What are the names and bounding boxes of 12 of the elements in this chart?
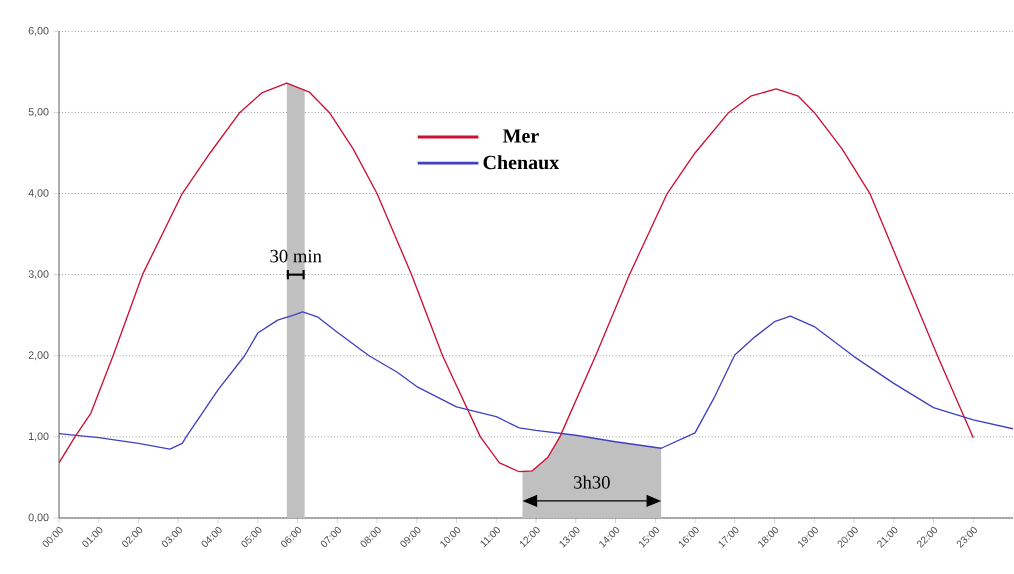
y-tick-label: 4,00	[28, 189, 49, 198]
annotation: 3h30	[574, 475, 610, 489]
y-tick-label: 5,00	[28, 108, 49, 117]
annotation: 30 min	[270, 249, 322, 263]
legend-label: Mer	[502, 129, 539, 143]
y-tick-label: 6,00	[28, 26, 49, 36]
y-tick-label: 1,00	[29, 432, 49, 442]
y-tick-label: 0,00	[28, 513, 49, 523]
y-tick-label: 3,00	[28, 270, 49, 280]
line-series	[59, 311, 1013, 450]
y-tick-label: 2,00	[28, 351, 49, 361]
legend-label: Chenaux	[483, 155, 560, 170]
